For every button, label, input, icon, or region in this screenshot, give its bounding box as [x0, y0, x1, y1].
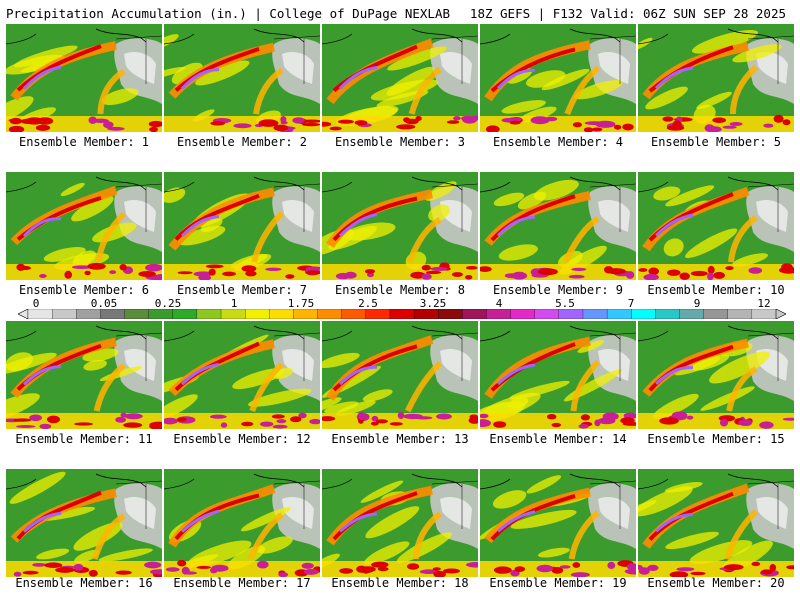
ensemble-member-map [638, 321, 794, 429]
ensemble-member-map [638, 172, 794, 280]
colorbar-tick-label: 9 [693, 297, 701, 310]
colorbar-tick-label: 0 [32, 297, 40, 310]
precip-colorbar [18, 309, 786, 319]
ensemble-member-map [6, 321, 162, 429]
colorbar-tick-label: 0.05 [90, 297, 118, 310]
member-caption: Ensemble Member: 12 [173, 432, 311, 446]
ensemble-member-map [480, 321, 636, 429]
member-caption: Ensemble Member: 1 [18, 135, 150, 149]
member-caption: Ensemble Member: 16 [15, 576, 153, 590]
colorbar-segment [655, 309, 680, 319]
colorbar-segment [51, 309, 77, 319]
member-caption: Ensemble Member: 14 [489, 432, 627, 446]
colorbar-segment [220, 309, 246, 319]
member-caption: Ensemble Member: 8 [334, 283, 466, 297]
ensemble-member-map [480, 24, 636, 132]
member-caption: Ensemble Member: 2 [176, 135, 308, 149]
valid-time-label: 18Z GEFS | F132 Valid: 06Z SUN SEP 28 20… [469, 6, 786, 21]
ensemble-member-map [6, 172, 162, 280]
ensemble-member-map [164, 321, 320, 429]
colorbar-segment [558, 309, 584, 319]
colorbar-segment [462, 309, 487, 319]
colorbar-segment [510, 309, 536, 319]
member-caption: Ensemble Member: 3 [334, 135, 466, 149]
colorbar-segment [679, 309, 705, 319]
colorbar-segment [293, 309, 319, 319]
ensemble-member-map [6, 469, 162, 577]
ensemble-member-map [638, 469, 794, 577]
colorbar-segment [341, 309, 367, 319]
ensemble-member-map [480, 469, 636, 577]
colorbar-segment [317, 309, 343, 319]
member-caption: Ensemble Member: 19 [489, 576, 627, 590]
colorbar-segment [751, 309, 777, 319]
ensemble-member-map [322, 469, 478, 577]
colorbar-segment [606, 309, 632, 319]
colorbar-segment [148, 309, 174, 319]
colorbar-tick-label: 2.5 [358, 297, 378, 310]
member-caption: Ensemble Member: 11 [15, 432, 153, 446]
colorbar-tick-label: 12 [757, 297, 771, 310]
colorbar-segment [389, 309, 415, 319]
ensemble-member-map [638, 24, 794, 132]
ensemble-member-map [164, 172, 320, 280]
colorbar-segment [413, 309, 439, 319]
ensemble-member-map [322, 24, 478, 132]
colorbar-tick-label: 3.25 [419, 297, 447, 310]
colorbar-segment [196, 309, 222, 319]
member-caption: Ensemble Member: 9 [492, 283, 624, 297]
member-caption: Ensemble Member: 5 [650, 135, 782, 149]
ensemble-member-map [322, 321, 478, 429]
colorbar-segment [438, 309, 463, 319]
colorbar-segment [124, 309, 150, 319]
ensemble-member-map [164, 24, 320, 132]
colorbar-segment [245, 309, 270, 319]
colorbar-segment [269, 309, 294, 319]
map-title: Precipitation Accumulation (in.) | Colle… [6, 6, 451, 21]
member-caption: Ensemble Member: 18 [331, 576, 469, 590]
colorbar-tick-label: 4 [495, 297, 503, 310]
colorbar-segment [703, 309, 729, 319]
colorbar-segment [727, 309, 753, 319]
colorbar-tick-label: 0.25 [154, 297, 182, 310]
colorbar-segment [172, 309, 198, 319]
member-caption: Ensemble Member: 4 [492, 135, 624, 149]
colorbar-segment [76, 309, 101, 319]
colorbar-segment [100, 309, 125, 319]
ensemble-member-map [6, 24, 162, 132]
ensemble-member-map [322, 172, 478, 280]
member-caption: Ensemble Member: 10 [647, 283, 785, 297]
colorbar-segment [631, 309, 656, 319]
member-caption: Ensemble Member: 7 [176, 283, 308, 297]
colorbar-segment [582, 309, 608, 319]
colorbar-right-arrow [775, 309, 786, 319]
member-caption: Ensemble Member: 13 [331, 432, 469, 446]
ensemble-member-map [164, 469, 320, 577]
colorbar-tick-label: 5.5 [555, 297, 575, 310]
member-caption: Ensemble Member: 6 [18, 283, 150, 297]
colorbar-tick-label: 7 [627, 297, 635, 310]
member-caption: Ensemble Member: 20 [647, 576, 785, 590]
colorbar-segment [486, 309, 512, 319]
ensemble-member-map [480, 172, 636, 280]
colorbar-tick-label: 1.75 [287, 297, 315, 310]
colorbar-left-arrow [18, 309, 29, 319]
colorbar-segment [27, 309, 53, 319]
colorbar-tick-label: 1 [230, 297, 238, 310]
colorbar-segment [365, 309, 391, 319]
colorbar-segment [534, 309, 560, 319]
member-caption: Ensemble Member: 15 [647, 432, 785, 446]
member-caption: Ensemble Member: 17 [173, 576, 311, 590]
